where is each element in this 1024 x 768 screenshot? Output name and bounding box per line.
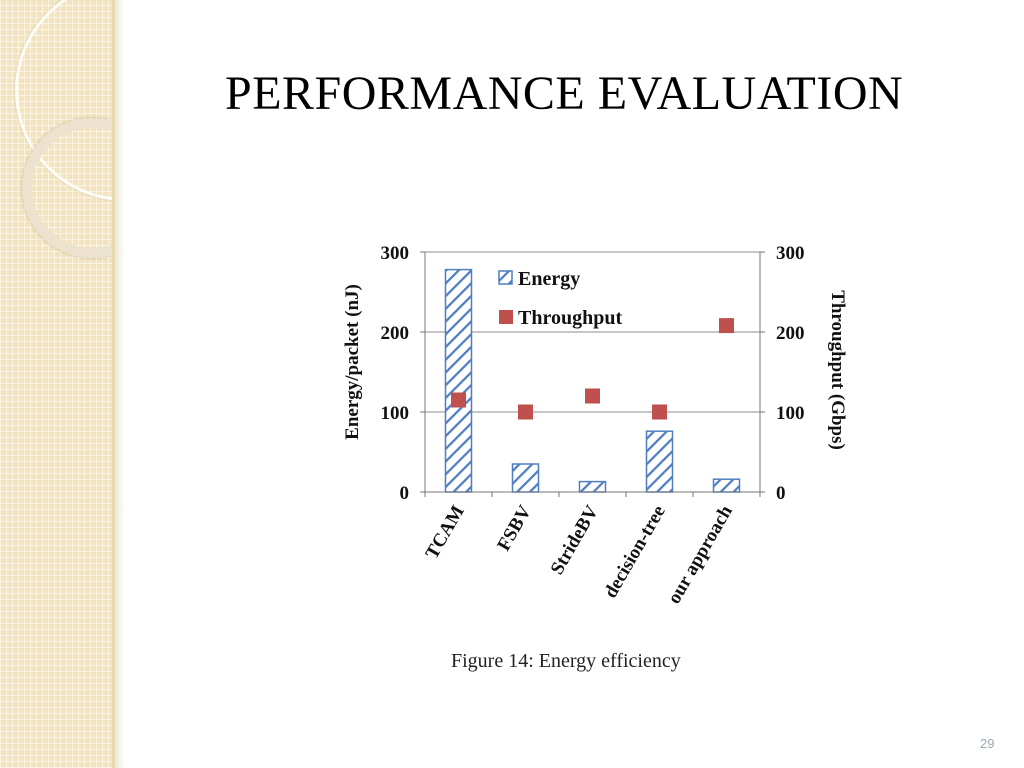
y-tick-label-left: 300 (381, 243, 410, 264)
throughput-marker-2 (585, 388, 600, 404)
sidebar-border (112, 0, 115, 768)
gridlines (425, 251, 760, 413)
energy-bar-2 (578, 480, 607, 493)
throughput-marker-3 (652, 404, 667, 420)
energy-bar-0 (444, 268, 473, 493)
throughput-markers (451, 318, 734, 420)
energy-bar-3 (645, 430, 674, 493)
tick-labels: 0 100 200 300 0 100 200 300 TCAM FSBV StrideBVdeci… (381, 243, 805, 607)
throughput-marker-1 (518, 404, 533, 420)
page-number: 29 (980, 736, 995, 751)
y-axis-right-label: Throughput (Gbps) (827, 290, 848, 450)
throughput-marker-4 (719, 318, 734, 334)
y-tick-label-right: 0 (776, 483, 786, 504)
y-tick-label-left: 0 (400, 483, 410, 504)
chart-svg: 0 100 200 300 0 100 200 300 TCAM FSBV StrideBVdeci… (342, 243, 848, 607)
legend-energy-label: Energy (518, 268, 580, 290)
y-tick-label-left: 100 (381, 403, 410, 424)
x-category-label-0: TCAM (422, 502, 469, 563)
y-tick-label-right: 100 (776, 403, 805, 424)
energy-throughput-chart: 0 100 200 300 0 100 200 300 TCAM FSBV StrideBV deci… (330, 232, 870, 627)
slide-title: PERFORMANCE EVALUATION (225, 67, 904, 120)
x-category-label-1: FSBV (493, 502, 536, 555)
y-tick-label-right: 200 (776, 323, 805, 344)
legend-throughput-label: Throughput (518, 307, 622, 329)
legend: Energy Throughput (498, 268, 622, 329)
x-category-label-3: decision-tree (600, 502, 670, 602)
decorative-ring-small (22, 118, 112, 258)
legend-energy-swatch (498, 270, 513, 285)
x-category-label-2: StrideBV (547, 502, 603, 579)
energy-bar-1 (511, 463, 540, 493)
x-category-label-4: our approach (664, 502, 737, 608)
sidebar-shadow (115, 0, 125, 768)
legend-throughput-swatch (499, 310, 513, 324)
decorative-sidebar (0, 0, 112, 768)
y-tick-label-right: 300 (776, 243, 805, 264)
axes (420, 251, 765, 497)
throughput-marker-0 (451, 392, 466, 408)
energy-bars (444, 268, 741, 493)
y-axis-left-label: Energy/packet (nJ) (342, 284, 363, 440)
figure-caption: Figure 14: Energy efficiency (451, 650, 681, 672)
y-tick-label-left: 200 (381, 323, 410, 344)
energy-bar-4 (712, 478, 741, 493)
